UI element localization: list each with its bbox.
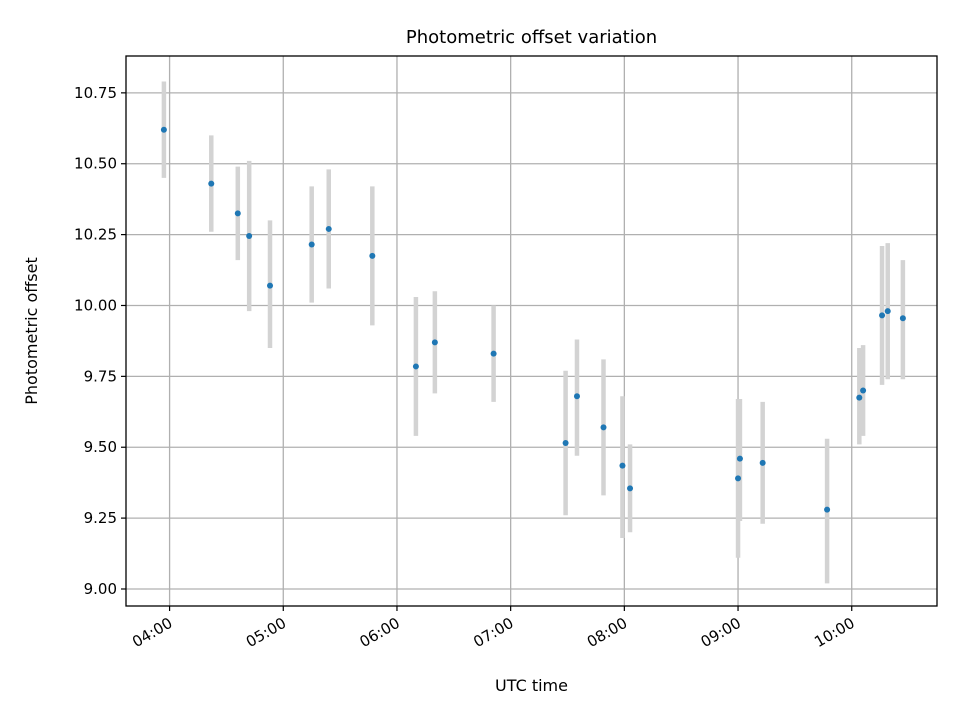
data-point xyxy=(627,485,634,492)
x-tick-label: 06:00 xyxy=(357,614,403,651)
data-point xyxy=(234,210,241,217)
data-point xyxy=(860,387,867,394)
y-tick-label: 9.75 xyxy=(84,367,117,385)
data-point xyxy=(562,439,569,446)
data-points xyxy=(160,126,906,513)
data-point xyxy=(431,339,438,346)
data-point xyxy=(884,308,891,315)
x-tick-label: 07:00 xyxy=(470,614,516,651)
data-point xyxy=(308,241,315,248)
data-point xyxy=(856,394,863,401)
data-point xyxy=(573,393,580,400)
y-axis-ticks: 9.00 9.25 9.50 9.75 10.00 10.25 10.50 10.75 xyxy=(74,84,126,598)
data-point xyxy=(246,233,253,240)
x-tick-label: 09:00 xyxy=(698,614,744,651)
x-tick-label: 08:00 xyxy=(584,614,630,651)
data-point xyxy=(369,252,376,259)
y-tick-label: 10.50 xyxy=(74,155,117,173)
data-point xyxy=(619,462,626,469)
y-tick-label: 9.25 xyxy=(84,509,117,527)
data-point xyxy=(208,180,215,187)
data-point xyxy=(267,282,274,289)
data-point xyxy=(879,312,886,319)
data-point xyxy=(160,126,167,133)
x-tick-label: 04:00 xyxy=(129,614,175,651)
y-tick-label: 10.25 xyxy=(74,226,117,244)
grid xyxy=(126,56,937,606)
data-point xyxy=(759,459,766,466)
data-point xyxy=(736,455,743,462)
data-point xyxy=(735,475,742,482)
x-axis-ticks: 04:00 05:00 06:00 07:00 08:00 09:00 10:00 xyxy=(129,606,858,651)
chart-title: Photometric offset variation xyxy=(406,27,657,48)
y-tick-label: 10.75 xyxy=(74,84,117,102)
y-tick-label: 10.00 xyxy=(74,296,117,314)
data-point xyxy=(490,350,497,357)
y-tick-label: 9.00 xyxy=(84,580,117,598)
data-point xyxy=(824,506,831,513)
plot-frame xyxy=(125,55,938,607)
y-axis-label: Photometric offset xyxy=(22,257,41,405)
x-tick-label: 10:00 xyxy=(811,614,857,651)
x-tick-label: 05:00 xyxy=(243,614,289,651)
data-point xyxy=(899,315,906,322)
x-axis-label: UTC time xyxy=(495,676,568,695)
y-tick-label: 9.50 xyxy=(84,438,117,456)
data-point xyxy=(600,424,607,431)
errorbars xyxy=(161,81,906,584)
data-point xyxy=(325,225,332,232)
data-point xyxy=(412,363,419,370)
